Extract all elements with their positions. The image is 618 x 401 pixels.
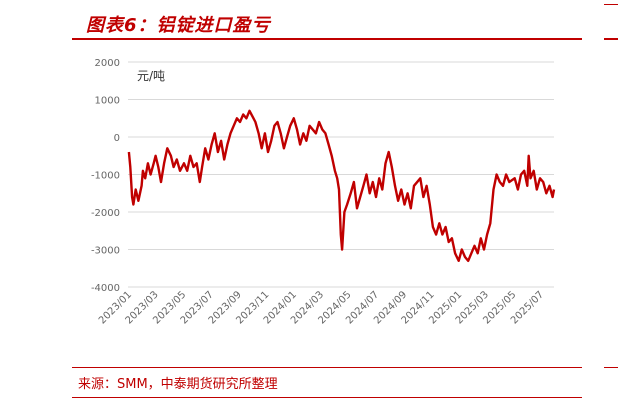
figure-title: 图表6：铝锭进口盈亏 <box>86 15 271 36</box>
title-divider-right <box>604 38 618 40</box>
y-tick-label: 0 <box>114 133 120 144</box>
y-axis-ticks: 2000 1000 0 -1000 -2000 -3000 -4000 <box>91 58 120 294</box>
y-tick-label: -3000 <box>91 246 120 257</box>
chart-bottom-divider-right <box>604 367 618 368</box>
y-tick-label: 2000 <box>95 58 120 69</box>
x-axis-ticks: 2023/012023/032023/052023/072023/092023/… <box>97 289 546 326</box>
y-tick-label: -4000 <box>91 283 120 294</box>
series-line-import-profit <box>127 109 556 262</box>
grid-lines <box>128 61 554 288</box>
source-note: 来源：SMM，中泰期货研究所整理 <box>78 377 278 392</box>
y-tick-label: -2000 <box>91 208 120 219</box>
y-tick-label: -1000 <box>91 171 120 182</box>
chart-bottom-divider <box>72 367 582 368</box>
y-tick-label: 1000 <box>95 96 120 107</box>
corner-decor-line <box>604 4 618 5</box>
source-divider <box>72 397 582 398</box>
y-axis-unit-label: 元/吨 <box>137 69 165 83</box>
title-divider <box>72 38 582 40</box>
